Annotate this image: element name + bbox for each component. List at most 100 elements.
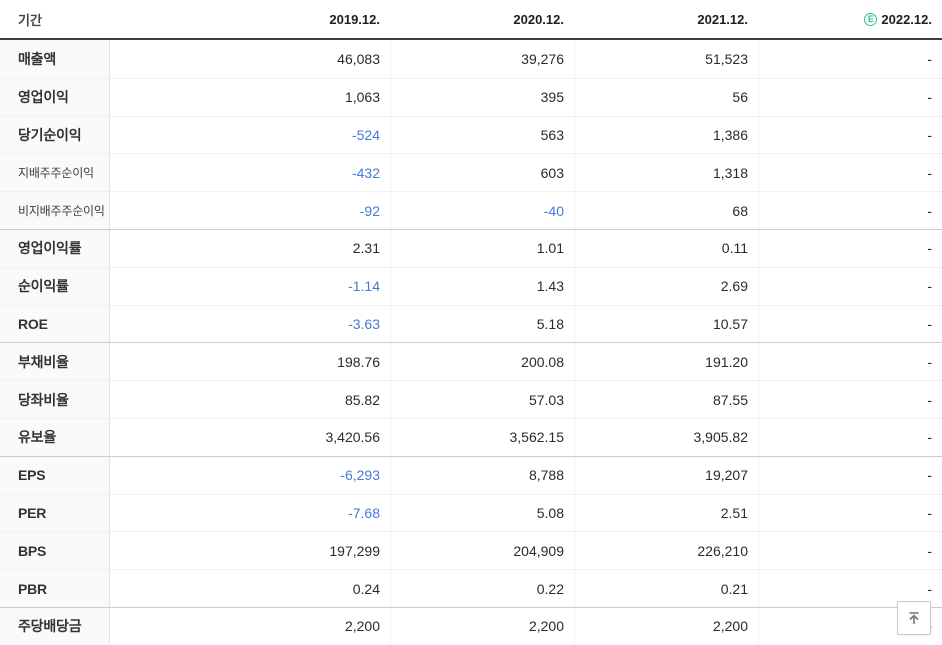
value-cell: -40 (390, 192, 574, 229)
row-label: 당기순이익 (0, 116, 110, 154)
row-label: PBR (0, 570, 110, 607)
row-label: 부채비율 (0, 343, 110, 381)
value-cell: - (758, 494, 942, 532)
column-header-2022-label: 2022.12. (881, 11, 932, 27)
row-label: 영업이익률 (0, 229, 110, 267)
table-row: 유보율 3,420.56 3,562.15 3,905.82- (0, 417, 942, 456)
value-cell: 1.01 (390, 229, 574, 267)
row-label: 순이익률 (0, 267, 110, 305)
period-header: 기간 (18, 12, 42, 28)
value-cell: -92 (110, 192, 390, 229)
table-row: 영업이익률 2.31 1.01 0.11- (0, 228, 942, 267)
value-cell: - (758, 192, 942, 229)
value-cell: 0.22 (390, 570, 574, 607)
value-cell: - (758, 40, 942, 78)
value-cell: 0.24 (110, 570, 390, 607)
table-header-row: 기간 2019.12. 2020.12. 2021.12. E 2022.12. (0, 0, 942, 40)
value-cell: 2.69 (574, 267, 758, 305)
value-cell: 200.08 (390, 343, 574, 381)
value-cell: - (758, 305, 942, 343)
table-row: 비지배주주순이익 -92 -40 68- (0, 191, 942, 229)
value-cell: - (758, 343, 942, 381)
value-cell: 1,318 (574, 154, 758, 192)
value-cell: - (758, 116, 942, 154)
value-cell: 3,562.15 (390, 418, 574, 456)
column-header-2022-estimate: E 2022.12. (758, 0, 942, 38)
value-cell: 8,788 (390, 456, 574, 494)
value-cell: - (758, 78, 942, 116)
row-label: BPS (0, 532, 110, 570)
row-label: 매출액 (0, 40, 110, 78)
row-label: 당좌비율 (0, 381, 110, 418)
value-cell: 563 (390, 116, 574, 154)
value-cell: 2,200 (574, 607, 758, 645)
value-cell: 57.03 (390, 381, 574, 418)
table-row: PBR 0.24 0.22 0.21- (0, 569, 942, 607)
value-cell: 198.76 (110, 343, 390, 381)
row-label: 주당배당금 (0, 607, 110, 645)
value-cell: 226,210 (574, 532, 758, 570)
value-cell: -6,293 (110, 456, 390, 494)
row-label: 비지배주주순이익 (0, 192, 110, 229)
value-cell: 395 (390, 78, 574, 116)
value-cell: -524 (110, 116, 390, 154)
table-row: 순이익률 -1.14 1.43 2.69- (0, 266, 942, 305)
row-label: ROE (0, 305, 110, 343)
table-row: BPS 197,299 204,909 226,210- (0, 531, 942, 570)
value-cell: 5.18 (390, 305, 574, 343)
value-cell: 5.08 (390, 494, 574, 532)
value-cell: 191.20 (574, 343, 758, 381)
value-cell: - (758, 267, 942, 305)
row-label: 영업이익 (0, 78, 110, 116)
value-cell: 56 (574, 78, 758, 116)
value-cell: 46,083 (110, 40, 390, 78)
value-cell: 0.11 (574, 229, 758, 267)
value-cell: 85.82 (110, 381, 390, 418)
value-cell: 87.55 (574, 381, 758, 418)
value-cell: - (758, 532, 942, 570)
value-cell: - (758, 456, 942, 494)
table-row: PER -7.68 5.08 2.51- (0, 493, 942, 532)
value-cell: - (758, 381, 942, 418)
table-row: 당기순이익 -524 563 1,386- (0, 115, 942, 154)
value-cell: -1.14 (110, 267, 390, 305)
value-cell: - (758, 229, 942, 267)
column-header-2021: 2021.12. (697, 11, 748, 27)
value-cell: 2.51 (574, 494, 758, 532)
row-label: 지배주주순이익 (0, 154, 110, 192)
scroll-to-top-button[interactable] (897, 601, 931, 635)
value-cell: -7.68 (110, 494, 390, 532)
row-label: PER (0, 494, 110, 532)
value-cell: 19,207 (574, 456, 758, 494)
value-cell: 2,200 (390, 607, 574, 645)
column-header-2020: 2020.12. (513, 11, 564, 27)
value-cell: 1,063 (110, 78, 390, 116)
value-cell: -432 (110, 154, 390, 192)
table-row: 당좌비율 85.82 57.03 87.55- (0, 380, 942, 418)
table-row: EPS -6,293 8,788 19,207- (0, 455, 942, 494)
table-row: 영업이익 1,063 395 56- (0, 77, 942, 116)
column-header-2019: 2019.12. (329, 11, 380, 27)
table-row: ROE -3.63 5.18 10.57- (0, 304, 942, 343)
value-cell: - (758, 418, 942, 456)
value-cell: 3,420.56 (110, 418, 390, 456)
value-cell: 3,905.82 (574, 418, 758, 456)
value-cell: 1,386 (574, 116, 758, 154)
table-row: 지배주주순이익 -432 603 1,318- (0, 153, 942, 192)
value-cell: -3.63 (110, 305, 390, 343)
value-cell: - (758, 154, 942, 192)
value-cell: 1.43 (390, 267, 574, 305)
table-row: 매출액 46,083 39,276 51,523- (0, 40, 942, 78)
value-cell: 39,276 (390, 40, 574, 78)
estimate-icon: E (864, 12, 878, 26)
value-cell: 2.31 (110, 229, 390, 267)
arrow-up-to-line-icon (909, 612, 919, 624)
row-label: EPS (0, 456, 110, 494)
value-cell: 68 (574, 192, 758, 229)
table-row: 부채비율 198.76 200.08 191.20- (0, 342, 942, 381)
value-cell: 10.57 (574, 305, 758, 343)
table-body: 매출액 46,083 39,276 51,523- 영업이익 1,063 395 56- 당기순… (0, 40, 942, 645)
value-cell: - (758, 570, 942, 607)
